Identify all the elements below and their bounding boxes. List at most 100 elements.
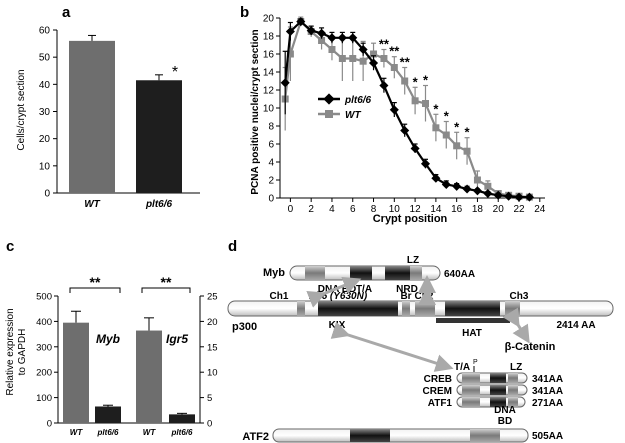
panel-label-c: c — [6, 238, 14, 255]
creb-family-domain — [508, 397, 518, 407]
p300-kix-domain — [318, 301, 398, 316]
creb-family-domain — [490, 397, 506, 407]
chart-b-xtick: 10 — [389, 204, 401, 215]
chart-b-sig-marker: * — [423, 73, 429, 88]
myb-lz-domain — [410, 266, 422, 280]
chart-b-xtick: 6 — [350, 204, 356, 215]
chart-b-point — [328, 46, 336, 53]
chart-b-xtick: 0 — [288, 204, 294, 215]
chart-b-xtick: 16 — [451, 204, 463, 215]
chart-a-ytick: 60 — [39, 26, 51, 37]
myb-domain-label: LZ — [407, 255, 419, 266]
chart-b-point — [380, 55, 388, 62]
myb-nrd-domain — [385, 266, 410, 280]
chart-b-sig-marker: * — [465, 125, 471, 140]
chart-b-point — [389, 105, 399, 115]
chart-a-xtick: plt6/6 — [145, 199, 173, 210]
creb-family-domain — [508, 385, 518, 395]
chart-b-point — [504, 191, 514, 201]
chart-b-point — [348, 33, 358, 43]
chart-c-bracket-igr5 — [141, 287, 191, 293]
chart-b-sig-marker: * — [454, 119, 460, 134]
myb-domain-label: NRD — [396, 284, 418, 295]
p300-domain-label: Ch3 — [510, 291, 529, 302]
chart-b-sig-marker: * — [444, 109, 450, 124]
chart-c-ytick-left: 500 — [36, 292, 52, 303]
chart-c-sig-igr5: ** — [161, 274, 172, 290]
arrow-kix-myb — [306, 276, 362, 308]
chart-c-sig-myb: ** — [90, 274, 101, 290]
chart-b-point — [359, 57, 367, 65]
chart-b-xtick: 8 — [371, 204, 377, 215]
p300-label: p300 — [232, 321, 257, 333]
creb-domain-label: LZ — [510, 362, 522, 373]
chart-b-ytick: 2 — [268, 176, 274, 187]
chart-c-ytick-left: 200 — [36, 368, 52, 379]
chart-b-xtick: 14 — [430, 204, 442, 215]
chart-a-ytick: 20 — [39, 134, 51, 145]
chart-a-ytick: 10 — [39, 161, 51, 172]
chart-b-point — [432, 124, 440, 132]
chart-c-xtick: WT — [70, 428, 84, 437]
creb-family-domain — [508, 373, 518, 383]
chart-c-ylabel-1: Relative expression — [5, 308, 16, 395]
myb-ta-domain — [350, 266, 372, 280]
creb-family-name: CREM — [423, 386, 452, 397]
chart-b-xtick: 2 — [308, 204, 314, 215]
chart-c-bar — [95, 406, 121, 423]
atf2-label: ATF2 — [242, 431, 269, 443]
chart-c-ytick-right: 25 — [207, 292, 218, 303]
chart-b-point — [442, 131, 450, 139]
chart-b-point — [327, 33, 337, 43]
chart-b-point — [452, 181, 462, 191]
chart-b-ytick: 4 — [268, 158, 274, 169]
chart-b-ytick: 8 — [268, 122, 274, 133]
chart-c-ytick-right: 0 — [207, 419, 212, 430]
creb-family-name: CREB — [424, 374, 452, 385]
p300-ch1-domain — [297, 301, 305, 316]
p300-hat-region — [445, 301, 500, 316]
chart-b-sig-marker: ** — [400, 55, 411, 70]
chart-a-ytick: 40 — [39, 80, 51, 91]
p300-domain-label: Ch2 — [415, 291, 434, 302]
beta-catenin-label: β-Catenin — [505, 341, 556, 353]
chart-c-ytick-left: 300 — [36, 342, 52, 353]
chart-c-ytick-right: 15 — [207, 342, 218, 353]
atf2-protein-bar — [272, 428, 529, 443]
creb-family-length: 341AA — [532, 386, 563, 397]
chart-c-ylabel-2: to GAPDH — [17, 329, 28, 376]
chart-b-point — [401, 77, 409, 85]
chart-b-point — [463, 147, 471, 155]
chart-b-point — [493, 190, 503, 200]
chart-a-xtick: WT — [84, 199, 100, 210]
chart-c-bar — [63, 322, 89, 423]
chart-b-legend: plt6/6 WT — [318, 93, 372, 121]
chart-b-point — [462, 184, 472, 194]
chart-b-xtick: 4 — [329, 204, 335, 215]
chart-a-star: * — [172, 64, 178, 81]
chart-b-point — [483, 188, 493, 199]
myb-domain-label: T/A — [356, 284, 372, 295]
p300-domain-label: Br — [400, 291, 411, 302]
chart-b-point — [379, 80, 389, 91]
p300-ch2-domain — [415, 301, 435, 316]
chart-b-point — [338, 55, 346, 62]
chart-b-sig-marker: ** — [389, 44, 400, 59]
chart-c-group-igr5: Igr5 — [166, 332, 188, 346]
chart-b-xtick: 24 — [534, 204, 546, 215]
chart-c-group-myb: Myb — [96, 332, 120, 346]
chart-b-ytick: 18 — [263, 32, 275, 43]
chart-b-ytick: 10 — [263, 104, 275, 115]
diagram-d: Myb 640AA DNA BD T/A NRD LZ Ch1 Plt6 (Y6… — [227, 255, 614, 443]
creb-domain-label: P — [473, 359, 478, 366]
chart-b-point — [421, 100, 429, 107]
myb-dna-bd-domain — [305, 266, 325, 280]
legend-label: plt6/6 — [344, 95, 372, 106]
chart-b-ytick: 16 — [263, 50, 275, 61]
panel-label-b: b — [240, 4, 249, 21]
chart-a-ytick: 50 — [39, 53, 51, 64]
chart-b-point — [349, 55, 357, 62]
chart-c-ytick-left: 0 — [47, 419, 52, 430]
chart-c-xtick: WT — [143, 428, 157, 437]
